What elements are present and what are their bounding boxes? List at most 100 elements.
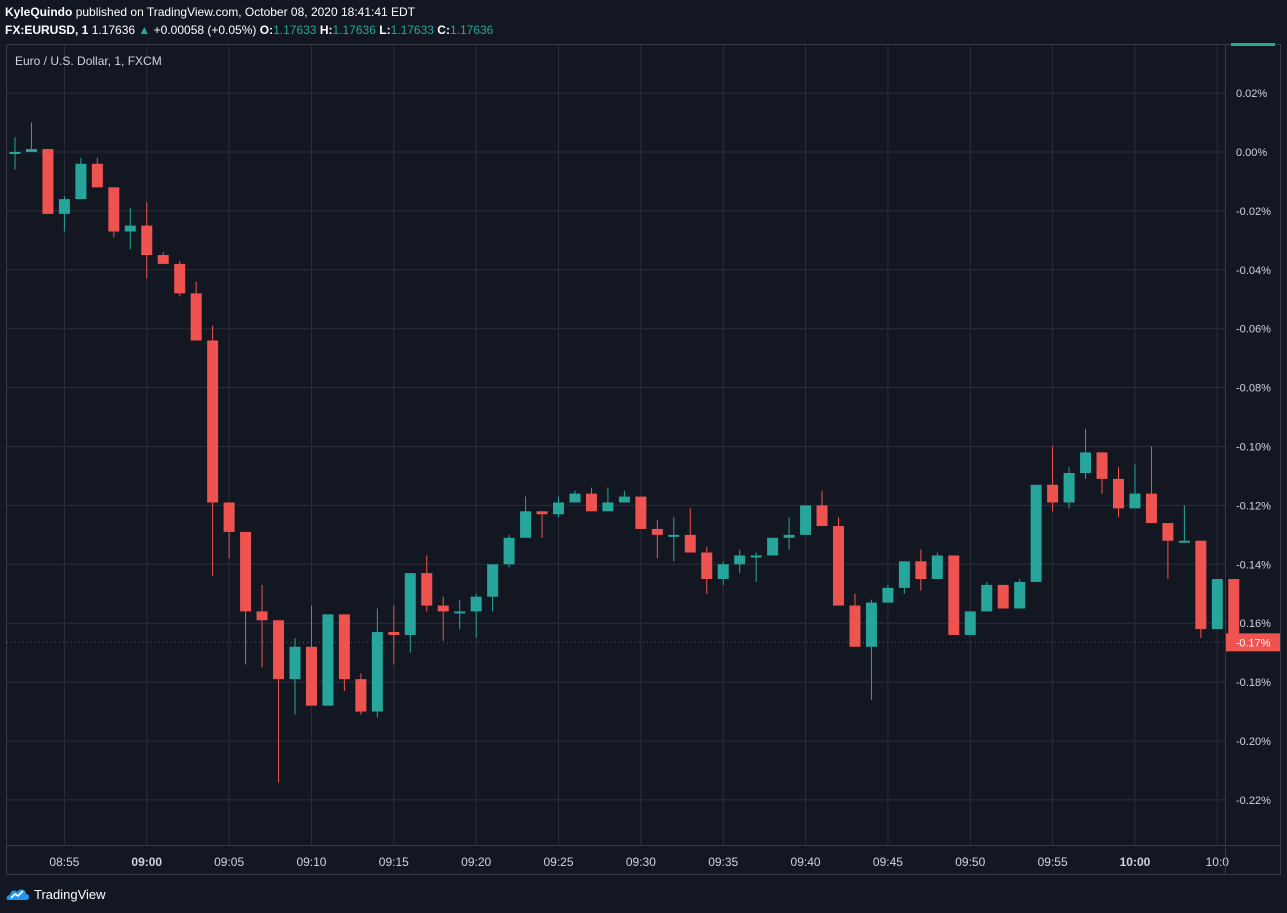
x-tick-label: 09:10 — [296, 855, 326, 869]
candle-body — [585, 493, 597, 512]
x-tick-label: 09:30 — [626, 855, 656, 869]
publish-text: published on TradingView.com, October 08… — [75, 5, 416, 19]
y-tick-label: -0.08% — [1236, 383, 1271, 395]
x-tick-label: 09:50 — [955, 855, 985, 869]
candle-body — [783, 534, 795, 538]
candle-body — [322, 614, 334, 706]
brand-label: TradingView — [34, 886, 106, 902]
up-arrow-icon: ▲ — [138, 23, 151, 37]
candle-body — [25, 149, 37, 152]
x-tick-label: 09:05 — [214, 855, 244, 869]
candle-body — [520, 511, 532, 538]
candle-body — [371, 632, 383, 712]
candle-body — [355, 679, 367, 712]
symbol-label: FX:EURUSD, 1 — [5, 23, 89, 37]
candle-body — [800, 505, 812, 535]
candle-body — [1162, 523, 1174, 541]
candle-body — [651, 528, 663, 535]
y-tick-label: -0.18% — [1236, 677, 1271, 689]
scale-marker — [1231, 43, 1275, 46]
publish-info: KyleQuindo published on TradingView.com,… — [5, 5, 415, 19]
candle-body — [190, 293, 202, 341]
candle-body — [1228, 579, 1240, 641]
candle-body — [124, 225, 136, 232]
low-value: 1.17633 — [390, 23, 434, 37]
candle-body — [948, 555, 960, 635]
candle-body — [470, 596, 482, 612]
close-value: 1.17636 — [449, 23, 494, 37]
x-tick-label: 08:55 — [49, 855, 79, 869]
candle-body — [223, 502, 235, 532]
candle-body — [273, 620, 285, 680]
last-price-badge — [1226, 633, 1280, 652]
candle-body — [305, 646, 317, 706]
high-value: 1.17636 — [332, 23, 376, 37]
candle-body — [898, 561, 910, 588]
low-label: L: — [379, 23, 391, 37]
candle-body — [997, 584, 1009, 609]
y-tick-label: -0.04% — [1236, 265, 1271, 277]
candle-body — [701, 552, 713, 580]
candle-body — [602, 502, 614, 512]
y-tick-label: 0.02% — [1236, 88, 1267, 100]
candle-body — [75, 163, 87, 200]
candle-body — [454, 611, 466, 614]
candle-body — [404, 573, 416, 635]
x-tick-label: 09:15 — [379, 855, 409, 869]
open-label: O: — [259, 23, 274, 37]
candle-body — [618, 496, 630, 503]
x-tick-label: 10:0 — [1206, 855, 1230, 869]
tradingview-logo-icon — [6, 889, 30, 900]
candle-body — [174, 263, 186, 294]
candle-body — [289, 646, 301, 680]
x-tick-label: 09:45 — [873, 855, 903, 869]
candle-body — [1030, 484, 1042, 582]
candle-body — [9, 152, 21, 154]
candle-body — [487, 564, 499, 597]
high-label: H: — [319, 23, 333, 37]
open-value: 1.17633 — [273, 23, 317, 37]
candle-body — [569, 493, 581, 503]
candle-body — [42, 149, 54, 214]
tradingview-brand[interactable]: TradingView — [6, 886, 106, 902]
x-tick-label: 09:55 — [1038, 855, 1068, 869]
x-tick-label: 09:20 — [461, 855, 491, 869]
candle-body — [931, 555, 943, 580]
last-price: 1.17636 — [91, 23, 136, 37]
last-price-label: -0.17% — [1236, 637, 1271, 649]
candle-body — [256, 611, 268, 621]
y-tick-label: -0.02% — [1236, 206, 1271, 218]
candle-body — [750, 555, 762, 558]
candle-body — [734, 555, 746, 565]
candle-body — [833, 526, 844, 606]
y-tick-label: 0.00% — [1236, 147, 1267, 159]
candle-body — [1014, 581, 1026, 609]
candle-body — [668, 534, 680, 537]
candle-body — [1047, 484, 1059, 503]
candle-body — [108, 187, 120, 232]
candle-body — [388, 632, 400, 635]
symbol-info: FX:EURUSD, 1 1.17636 ▲ +0.00058 (+0.05%)… — [5, 23, 493, 37]
candle-body — [717, 564, 729, 580]
candle-body — [240, 531, 252, 612]
y-tick-label: -0.22% — [1236, 795, 1271, 807]
close-label: C: — [437, 23, 450, 37]
candle-body — [437, 605, 449, 612]
candle-body — [816, 505, 828, 527]
candle-body — [981, 584, 993, 612]
candle-body — [1080, 452, 1092, 474]
price-change: +0.00058 (+0.05%) — [153, 23, 257, 37]
author-name[interactable]: KyleQuindo — [5, 5, 73, 19]
candle-body — [58, 199, 70, 214]
x-tick-label: 09:00 — [131, 855, 162, 869]
candle-body — [1112, 478, 1124, 509]
x-tick-label: 10:00 — [1120, 855, 1151, 869]
y-tick-label: -0.06% — [1236, 324, 1271, 336]
candle-body — [1195, 540, 1207, 630]
candle-body — [865, 602, 877, 647]
candle-body — [421, 573, 433, 606]
chart-pane[interactable] — [6, 44, 1281, 875]
y-tick-label: -0.14% — [1236, 559, 1271, 571]
candle-body — [1178, 540, 1190, 543]
